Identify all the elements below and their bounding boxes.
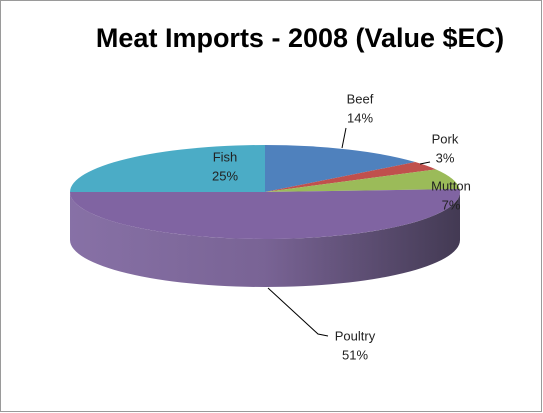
pie-slice bbox=[70, 145, 265, 192]
pie-slice bbox=[265, 162, 436, 192]
leader-lines bbox=[267, 127, 431, 337]
data-label-name: Mutton bbox=[431, 178, 471, 193]
pie-slice bbox=[265, 169, 460, 192]
data-label-value: 51% bbox=[342, 347, 368, 362]
leader-line bbox=[419, 161, 431, 165]
pie-slice bbox=[265, 145, 416, 192]
data-label-name: Poultry bbox=[335, 328, 376, 343]
leader-line bbox=[341, 127, 347, 149]
leader-line bbox=[267, 287, 329, 337]
data-label-value: 25% bbox=[212, 168, 238, 183]
pie-slice-side bbox=[70, 192, 460, 287]
data-label-name: Fish bbox=[213, 149, 238, 164]
data-label-name: Beef bbox=[347, 91, 374, 106]
pie-slice bbox=[70, 189, 460, 240]
data-label-value: 7% bbox=[442, 197, 461, 212]
chart-title: Meat Imports - 2008 (Value $EC) bbox=[96, 23, 504, 53]
data-label-name: Pork bbox=[432, 131, 459, 146]
data-label-value: 3% bbox=[436, 150, 455, 165]
data-label-value: 14% bbox=[347, 110, 373, 125]
pie bbox=[70, 145, 460, 287]
